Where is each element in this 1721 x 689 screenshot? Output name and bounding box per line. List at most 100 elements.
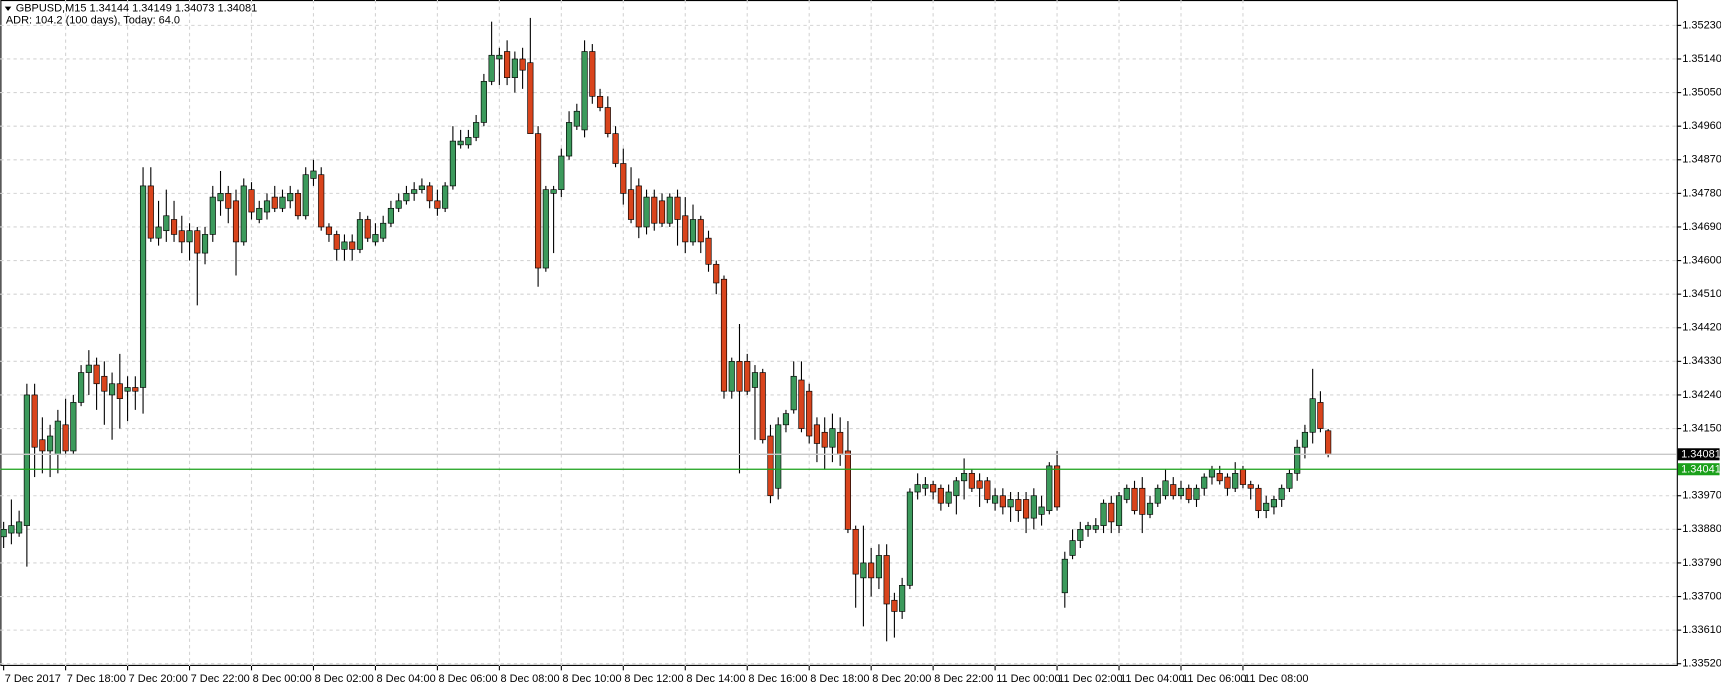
candle-body xyxy=(442,185,449,209)
plot-frame xyxy=(0,0,1678,666)
candle-body xyxy=(1139,487,1146,515)
candle-body xyxy=(232,200,240,243)
candle-body xyxy=(906,491,913,586)
candle-body xyxy=(527,62,534,134)
candle-body xyxy=(798,379,805,429)
candle-body xyxy=(992,495,999,504)
candle-body xyxy=(1177,487,1185,497)
candle-body xyxy=(47,435,54,452)
x-tick-label: 8 Dec 22:00 xyxy=(934,673,993,685)
candle-body xyxy=(170,219,178,235)
candle-body xyxy=(1007,499,1014,508)
x-tick-label: 8 Dec 14:00 xyxy=(686,673,745,685)
y-tick-label: 1.34150 xyxy=(1682,422,1721,434)
candle-body xyxy=(519,58,526,71)
candle-body xyxy=(961,473,968,482)
candle-body xyxy=(1263,502,1270,511)
candle-body xyxy=(1131,487,1138,511)
candle-body xyxy=(31,394,38,448)
candle-body xyxy=(566,122,573,157)
candle-body xyxy=(403,193,410,202)
candle-body xyxy=(473,122,480,138)
candle-body xyxy=(930,484,937,493)
candle-body xyxy=(968,473,975,489)
candle-body xyxy=(899,584,906,612)
candle-body xyxy=(589,51,596,97)
candle-body xyxy=(62,424,69,452)
candle-body xyxy=(604,107,611,134)
candle-body xyxy=(1115,495,1123,526)
candle-body xyxy=(720,278,728,392)
candle-body xyxy=(782,413,790,426)
candle-body xyxy=(1069,540,1076,556)
candle-body xyxy=(643,196,650,228)
candle-body xyxy=(116,383,123,400)
y-tick-label: 1.35050 xyxy=(1682,86,1721,98)
candle-body xyxy=(651,196,658,224)
y-tick-label: 1.34330 xyxy=(1682,355,1721,367)
candle-body xyxy=(705,237,712,265)
y-tick-label: 1.34420 xyxy=(1682,322,1721,334)
price-label-box xyxy=(1677,463,1720,476)
candle-body xyxy=(852,529,859,575)
price-label: 1.34081 xyxy=(1681,449,1721,461)
candle-body xyxy=(713,263,720,284)
candle-body xyxy=(945,491,952,504)
candle-body xyxy=(457,140,464,146)
candle-body xyxy=(581,51,588,131)
candle-body xyxy=(550,189,557,194)
candle-body xyxy=(1030,495,1037,519)
candle-body xyxy=(271,196,278,209)
candle-body xyxy=(147,185,154,239)
x-tick-label: 8 Dec 18:00 xyxy=(810,673,869,685)
candle-body xyxy=(728,361,735,392)
chart-subtitle: ADR: 104.2 (100 days), Today: 64.0 xyxy=(6,15,180,27)
candle-body xyxy=(380,222,387,239)
x-tick-label: 11 Dec 06:00 xyxy=(1182,673,1246,685)
x-tick-label: 7 Dec 20:00 xyxy=(129,673,188,685)
candle-body xyxy=(1061,558,1068,594)
candle-body xyxy=(1108,502,1115,523)
candle-body xyxy=(612,133,619,164)
candle-body xyxy=(54,420,61,456)
candle-body xyxy=(186,230,193,243)
candle-body xyxy=(1100,502,1107,526)
candle-body xyxy=(558,155,565,190)
candle-body xyxy=(1123,487,1130,500)
x-tick-label: 8 Dec 16:00 xyxy=(748,673,807,685)
y-tick-label: 1.34960 xyxy=(1682,120,1721,132)
y-tick-label: 1.33520 xyxy=(1682,658,1721,670)
x-tick-label: 11 Dec 00:00 xyxy=(996,673,1060,685)
candle-body xyxy=(937,487,944,504)
axis-labels: 1.35230 1.35140 1.35050 1.34960 1.34870 1.347… xyxy=(5,19,1721,685)
y-tick-label: 1.34690 xyxy=(1682,221,1721,233)
candle-body xyxy=(1294,446,1301,474)
x-tick-label: 8 Dec 02:00 xyxy=(315,673,374,685)
candle-body xyxy=(535,133,542,269)
candle-body xyxy=(372,234,379,243)
candle-body xyxy=(395,200,402,209)
candle-body xyxy=(689,219,697,243)
candle-body xyxy=(542,189,549,269)
candle-body xyxy=(109,383,116,396)
y-tick-label: 1.33880 xyxy=(1682,523,1721,535)
candle-body xyxy=(178,230,185,243)
candle-body xyxy=(767,435,774,497)
candle-body xyxy=(1015,499,1022,511)
candle-body xyxy=(155,226,162,239)
candle-body xyxy=(1286,473,1293,489)
candle-body xyxy=(504,51,511,78)
candle-body xyxy=(1247,484,1254,489)
y-tick-label: 1.35230 xyxy=(1682,19,1721,31)
candle-body xyxy=(341,241,348,250)
candle-body xyxy=(914,484,921,493)
candle-body xyxy=(844,450,851,530)
candle-body xyxy=(573,110,580,127)
y-tick-label: 1.33610 xyxy=(1682,624,1721,636)
candle-body xyxy=(1255,487,1262,511)
y-tick-label: 1.34240 xyxy=(1682,389,1721,401)
candle-body xyxy=(240,185,247,243)
candle-body xyxy=(868,562,875,579)
candle-body xyxy=(411,189,418,194)
candle-body xyxy=(287,193,294,202)
